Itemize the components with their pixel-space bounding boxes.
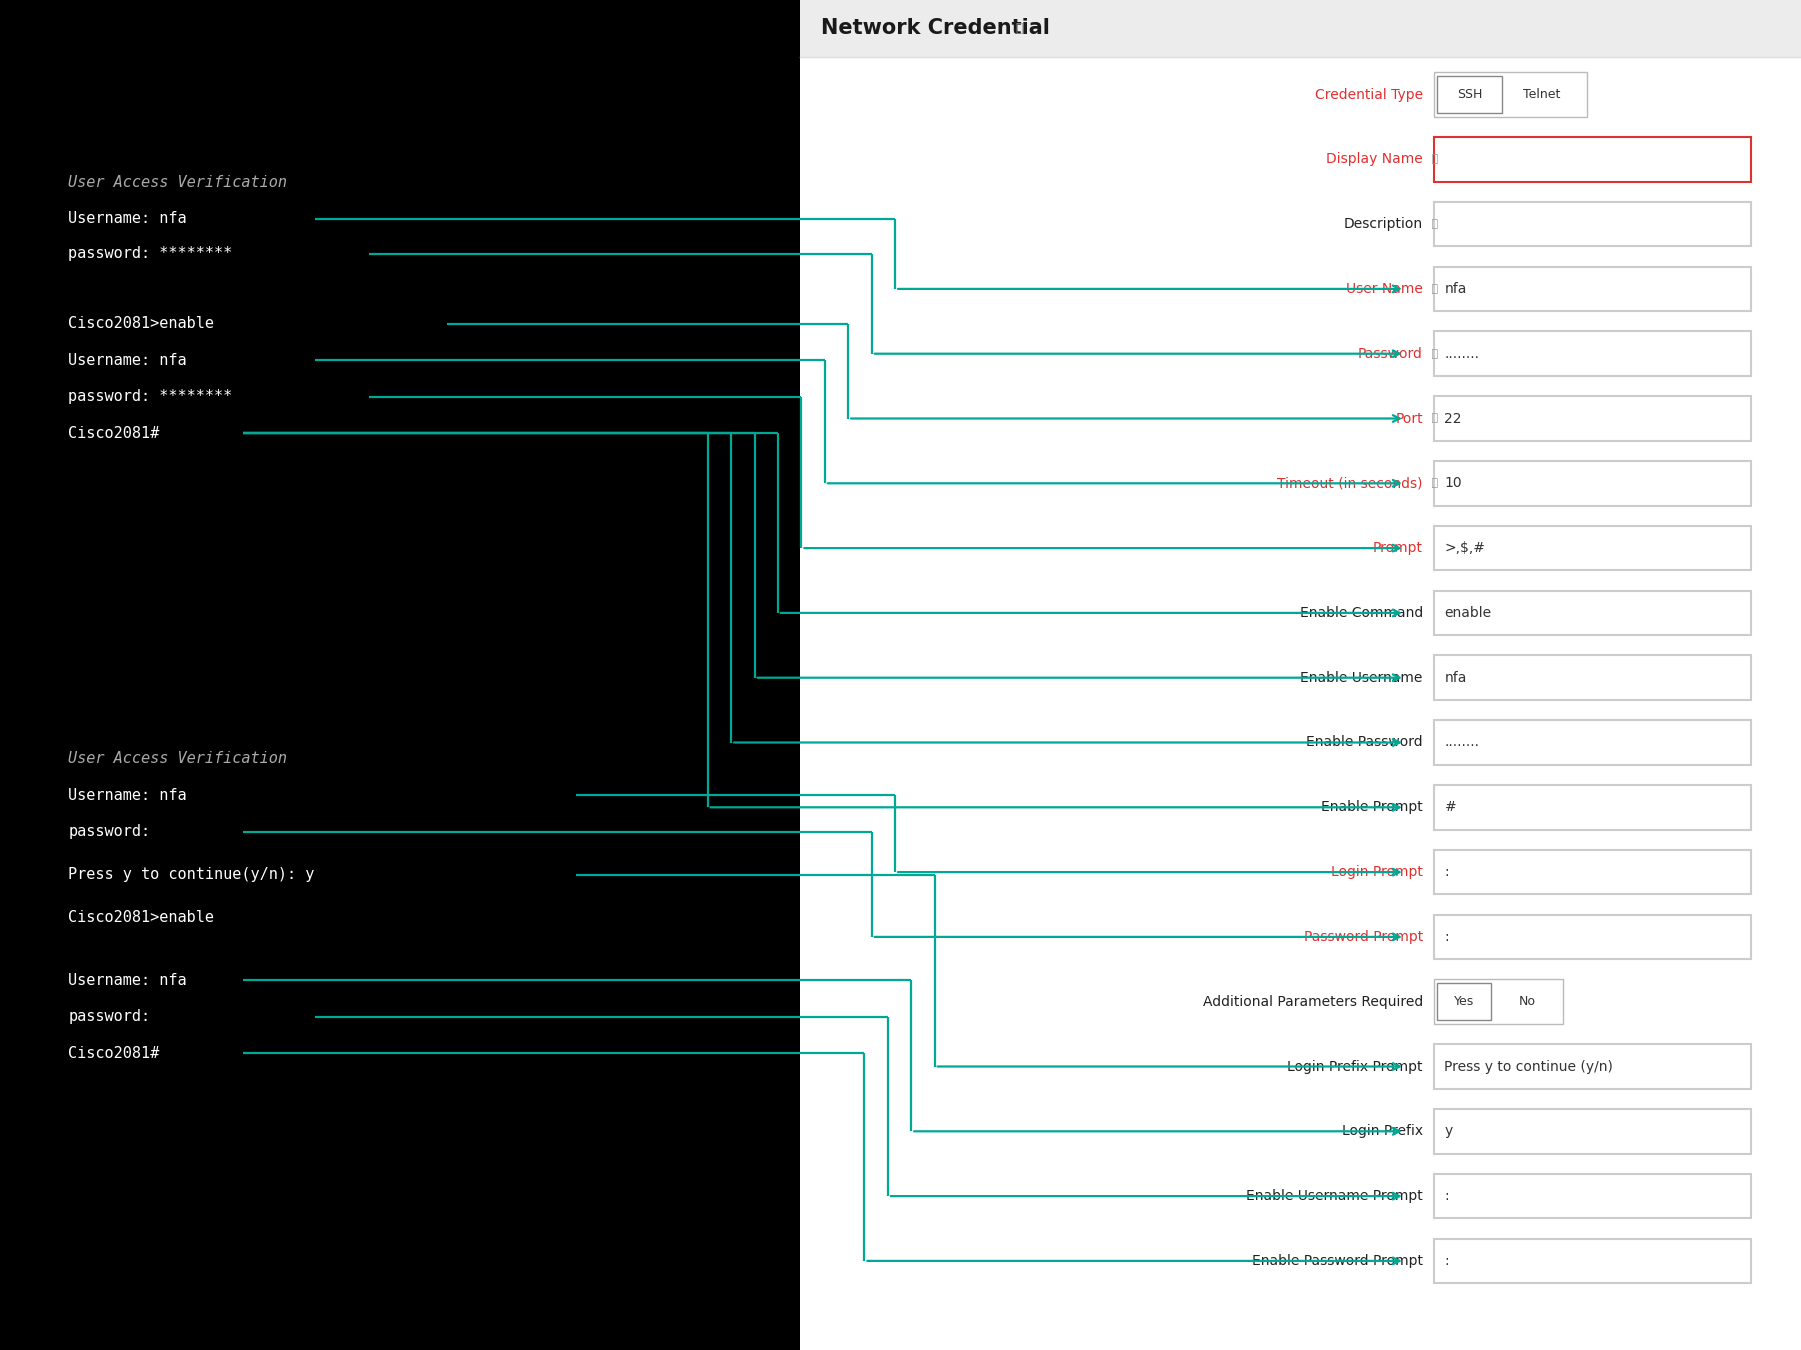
Text: Enable Command: Enable Command — [1300, 606, 1423, 620]
Text: Password Prompt: Password Prompt — [1304, 930, 1423, 944]
Text: Cisco2081#: Cisco2081# — [68, 425, 160, 441]
Text: :: : — [1444, 1189, 1450, 1203]
Text: 22: 22 — [1444, 412, 1462, 425]
Text: Login Prefix Prompt: Login Prefix Prompt — [1288, 1060, 1423, 1073]
FancyBboxPatch shape — [1434, 590, 1751, 634]
FancyBboxPatch shape — [1434, 1045, 1751, 1088]
Text: Press y to continue (y/n): Press y to continue (y/n) — [1444, 1060, 1614, 1073]
Text: :: : — [1444, 865, 1450, 879]
FancyBboxPatch shape — [1437, 76, 1502, 113]
Text: Network Credential: Network Credential — [821, 19, 1050, 38]
Bar — [800, 0, 1801, 57]
Text: Enable Username: Enable Username — [1300, 671, 1423, 684]
Text: Enable Password: Enable Password — [1306, 736, 1423, 749]
Text: User Access Verification: User Access Verification — [68, 751, 288, 767]
Bar — [800, 0, 1801, 1350]
Text: Username: nfa: Username: nfa — [68, 787, 187, 803]
Text: Password: Password — [1358, 347, 1423, 360]
FancyBboxPatch shape — [1434, 656, 1751, 699]
Text: Enable Password Prompt: Enable Password Prompt — [1252, 1254, 1423, 1268]
Text: Cisco2081>enable: Cisco2081>enable — [68, 910, 214, 926]
Text: Cisco2081#: Cisco2081# — [68, 1045, 160, 1061]
Text: ⓘ: ⓘ — [1428, 154, 1439, 165]
Text: ........: ........ — [1444, 347, 1479, 360]
FancyBboxPatch shape — [1434, 980, 1563, 1025]
Text: ⓘ: ⓘ — [1428, 284, 1439, 294]
Text: Additional Parameters Required: Additional Parameters Required — [1203, 995, 1423, 1008]
Text: Username: nfa: Username: nfa — [68, 211, 187, 227]
Text: Login Prompt: Login Prompt — [1331, 865, 1423, 879]
FancyBboxPatch shape — [1434, 1173, 1751, 1218]
Text: nfa: nfa — [1444, 282, 1466, 296]
FancyBboxPatch shape — [1434, 786, 1751, 829]
Text: :: : — [1444, 930, 1450, 944]
Text: password: ********: password: ******** — [68, 389, 232, 405]
Text: Timeout (in seconds): Timeout (in seconds) — [1277, 477, 1423, 490]
Text: User Access Verification: User Access Verification — [68, 174, 288, 190]
FancyBboxPatch shape — [1434, 332, 1751, 375]
Text: Username: nfa: Username: nfa — [68, 352, 187, 369]
Text: Login Prefix: Login Prefix — [1342, 1125, 1423, 1138]
Text: ⓘ: ⓘ — [1428, 348, 1439, 359]
FancyBboxPatch shape — [1434, 266, 1751, 312]
Text: Description: Description — [1344, 217, 1423, 231]
Text: No: No — [1518, 995, 1536, 1008]
Text: ⓘ: ⓘ — [1428, 478, 1439, 489]
Text: SSH: SSH — [1457, 88, 1482, 101]
Bar — [0, 0, 800, 1350]
Text: User Name: User Name — [1345, 282, 1423, 296]
Text: Enable Prompt: Enable Prompt — [1322, 801, 1423, 814]
Text: Credential Type: Credential Type — [1315, 88, 1423, 101]
Text: :: : — [1444, 1254, 1450, 1268]
FancyBboxPatch shape — [1434, 72, 1587, 116]
Text: ⓘ: ⓘ — [1428, 219, 1439, 230]
Text: Port: Port — [1396, 412, 1423, 425]
Text: password:: password: — [68, 1008, 151, 1025]
FancyBboxPatch shape — [1434, 202, 1751, 246]
Text: Telnet: Telnet — [1524, 88, 1560, 101]
FancyBboxPatch shape — [1437, 983, 1491, 1021]
Text: ⓘ: ⓘ — [1016, 22, 1023, 35]
Text: ........: ........ — [1444, 736, 1479, 749]
Text: ⓘ: ⓘ — [1428, 413, 1439, 424]
Text: Prompt: Prompt — [1372, 541, 1423, 555]
FancyBboxPatch shape — [1434, 1110, 1751, 1153]
Text: nfa: nfa — [1444, 671, 1466, 684]
FancyBboxPatch shape — [1434, 850, 1751, 895]
Text: Press y to continue(y/n): y: Press y to continue(y/n): y — [68, 867, 315, 883]
Text: >,$,#: >,$,# — [1444, 541, 1486, 555]
FancyBboxPatch shape — [1434, 525, 1751, 570]
FancyBboxPatch shape — [1434, 721, 1751, 764]
Text: #: # — [1444, 801, 1457, 814]
FancyBboxPatch shape — [1434, 1239, 1751, 1282]
Text: password:: password: — [68, 824, 151, 840]
Text: y: y — [1444, 1125, 1453, 1138]
FancyBboxPatch shape — [1434, 460, 1751, 505]
Text: Yes: Yes — [1453, 995, 1475, 1008]
Text: enable: enable — [1444, 606, 1491, 620]
Text: 10: 10 — [1444, 477, 1462, 490]
FancyBboxPatch shape — [1434, 915, 1751, 958]
FancyBboxPatch shape — [1434, 397, 1751, 440]
Text: Display Name: Display Name — [1326, 153, 1423, 166]
Text: Cisco2081>enable: Cisco2081>enable — [68, 316, 214, 332]
FancyBboxPatch shape — [1434, 136, 1751, 182]
Text: Username: nfa: Username: nfa — [68, 972, 187, 988]
Text: password: ********: password: ******** — [68, 246, 232, 262]
Text: Enable Username Prompt: Enable Username Prompt — [1246, 1189, 1423, 1203]
